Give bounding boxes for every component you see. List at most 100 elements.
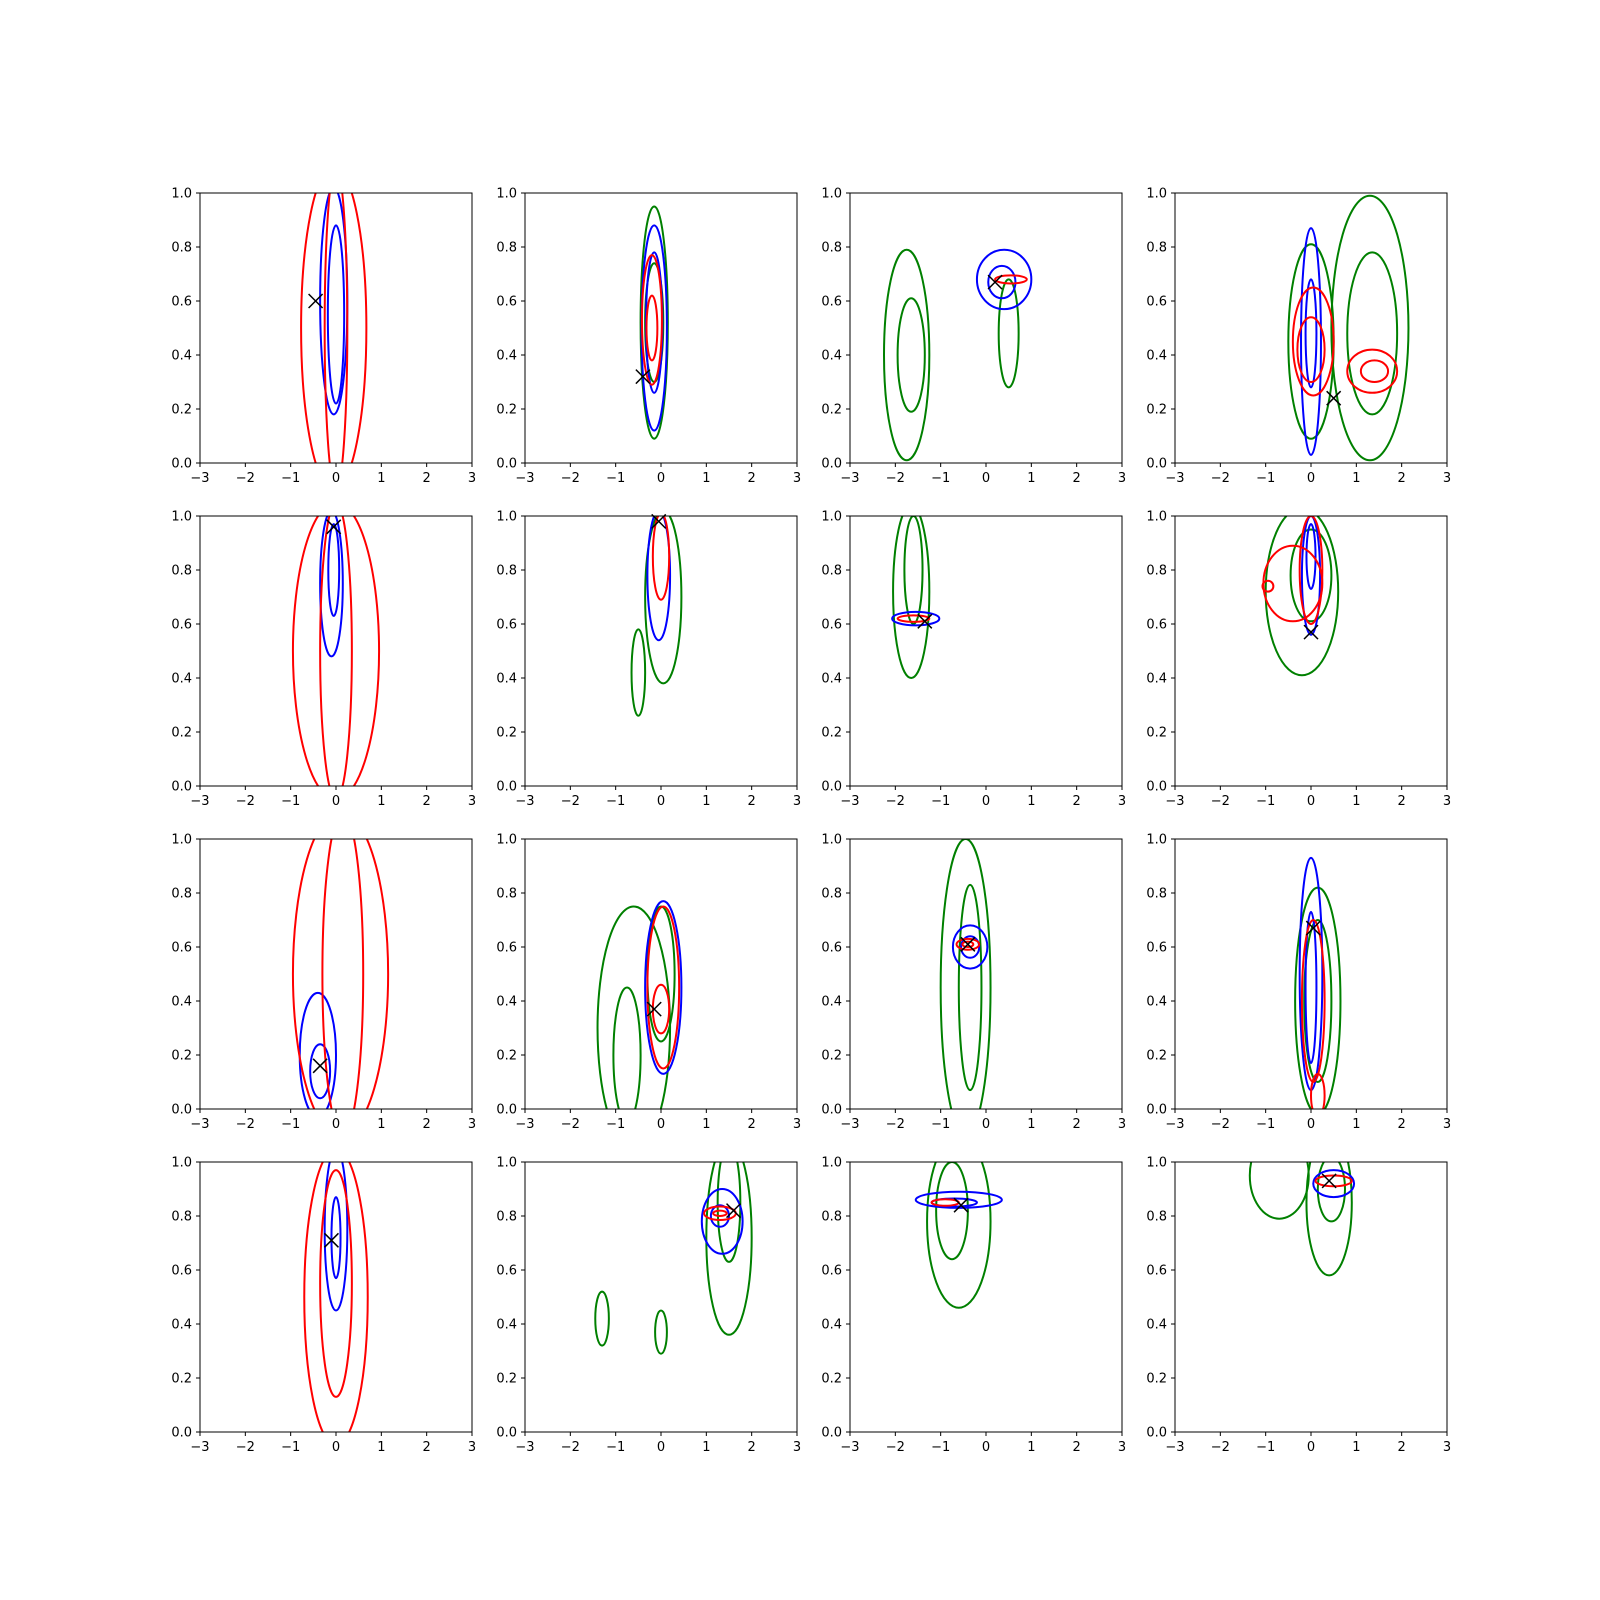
y-tick-label: 0.4 (496, 1318, 517, 1333)
contour-group (939, 839, 992, 1109)
y-tick-label: 0.6 (496, 1264, 517, 1279)
y-tick-label: 0.8 (1146, 241, 1167, 256)
blue-contour (975, 248, 1033, 311)
red-contour (961, 940, 975, 948)
x-tick-label: −2 (886, 1117, 905, 1132)
x-tick-label: 2 (1073, 1440, 1081, 1455)
x-tick-label: 0 (332, 794, 340, 809)
contour-group (914, 1162, 1003, 1309)
x-tick-label: −3 (515, 471, 534, 486)
red-contour (1346, 348, 1399, 394)
y-tick-label: 0.0 (1146, 780, 1167, 795)
x-tick-label: 0 (657, 471, 665, 486)
x-tick-label: −3 (840, 1440, 859, 1455)
x-tick-label: 1 (1027, 1440, 1035, 1455)
y-tick-label: 1.0 (496, 187, 517, 202)
red-contour (321, 839, 365, 1109)
x-tick-label: 2 (423, 794, 431, 809)
x-tick-label: 2 (1073, 471, 1081, 486)
x-marker (987, 274, 1003, 290)
x-tick-label: 0 (1307, 471, 1315, 486)
y-tick-label: 1.0 (496, 1156, 517, 1171)
red-contour (646, 905, 681, 1070)
y-tick-label: 0.2 (496, 1049, 517, 1064)
y-tick-label: 0.6 (171, 295, 192, 310)
y-tick-label: 0.2 (496, 726, 517, 741)
red-contour (1261, 579, 1275, 593)
green-contour (654, 1309, 668, 1355)
x-tick-label: −1 (1256, 1440, 1275, 1455)
y-tick-label: 0.0 (496, 1426, 517, 1441)
x-tick-label: −1 (931, 794, 950, 809)
x-tick-label: −2 (886, 1440, 905, 1455)
x-tick-label: 2 (1073, 1117, 1081, 1132)
y-tick-label: 0.0 (496, 1103, 517, 1118)
green-contour (1303, 919, 1333, 1083)
blue-contour (326, 224, 346, 405)
x-tick-label: 1 (702, 1117, 710, 1132)
x-tick-label: −1 (1256, 794, 1275, 809)
x-tick-label: 2 (1073, 794, 1081, 809)
contour-group (1248, 1162, 1356, 1277)
x-tick-label: −3 (190, 1117, 209, 1132)
x-tick-label: 2 (1398, 794, 1406, 809)
green-contour (935, 1162, 969, 1261)
x-tick-label: −2 (561, 1117, 580, 1132)
x-tick-label: −3 (515, 794, 534, 809)
axes-frame (849, 192, 1123, 464)
green-contour (716, 1162, 742, 1263)
panel-4-3: −3 −2 −1 0 1 2 3 0.0 0.2 0.4 0.6 0.8 1.0 (821, 1156, 1126, 1456)
y-tick-label: 0.0 (1146, 1103, 1167, 1118)
y-tick-label: 0.8 (821, 564, 842, 579)
y-tick-label: 0.4 (171, 995, 192, 1010)
x-tick-label: −1 (281, 794, 300, 809)
y-tick-label: 0.2 (821, 403, 842, 418)
x-tick-label: −2 (886, 794, 905, 809)
y-tick-label: 0.0 (821, 457, 842, 472)
x-marker (1326, 390, 1342, 406)
contour-group (630, 516, 683, 717)
x-tick-label: 2 (748, 1440, 756, 1455)
x-tick-label: 2 (1398, 471, 1406, 486)
x-tick-label: 1 (702, 1440, 710, 1455)
axes-frame (1174, 515, 1448, 787)
y-tick-label: 0.8 (821, 241, 842, 256)
x-marker (326, 519, 342, 535)
x-tick-label: 2 (423, 1117, 431, 1132)
red-contour (1298, 516, 1324, 625)
y-tick-label: 1.0 (821, 187, 842, 202)
y-tick-label: 0.6 (1146, 941, 1167, 956)
y-tick-label: 0.8 (821, 887, 842, 902)
green-contour (594, 1290, 610, 1347)
x-tick-label: 3 (1118, 1440, 1126, 1455)
y-tick-label: 0.0 (1146, 457, 1167, 472)
x-tick-label: 0 (657, 1440, 665, 1455)
x-tick-label: 0 (657, 794, 665, 809)
green-contour (612, 986, 642, 1109)
x-tick-label: 2 (423, 1440, 431, 1455)
green-contour (1316, 1162, 1346, 1223)
y-tick-label: 1.0 (821, 833, 842, 848)
x-marker (323, 1232, 339, 1248)
y-tick-label: 0.4 (1146, 995, 1167, 1010)
axes-frame (849, 515, 1123, 787)
axes-frame (524, 515, 798, 787)
x-tick-label: −2 (1211, 794, 1230, 809)
x-marker (308, 293, 324, 309)
y-tick-label: 0.4 (1146, 672, 1167, 687)
x-tick-label: −2 (236, 794, 255, 809)
x-tick-label: 0 (1307, 794, 1315, 809)
panel-3-1: −3 −2 −1 0 1 2 3 0.0 0.2 0.4 0.6 0.8 1.0 (171, 833, 476, 1133)
axes-frame (524, 1161, 798, 1433)
y-tick-label: 0.2 (496, 1372, 517, 1387)
x-tick-label: 3 (1443, 794, 1451, 809)
green-contour (1248, 1162, 1310, 1220)
x-tick-label: 3 (1443, 1440, 1451, 1455)
red-contour (994, 274, 1028, 285)
y-tick-label: 0.2 (171, 1049, 192, 1064)
blue-contour (1304, 910, 1318, 1065)
x-tick-label: 1 (1352, 471, 1360, 486)
y-tick-label: 1.0 (821, 510, 842, 525)
x-tick-label: 1 (377, 1117, 385, 1132)
red-contour (291, 839, 390, 1109)
